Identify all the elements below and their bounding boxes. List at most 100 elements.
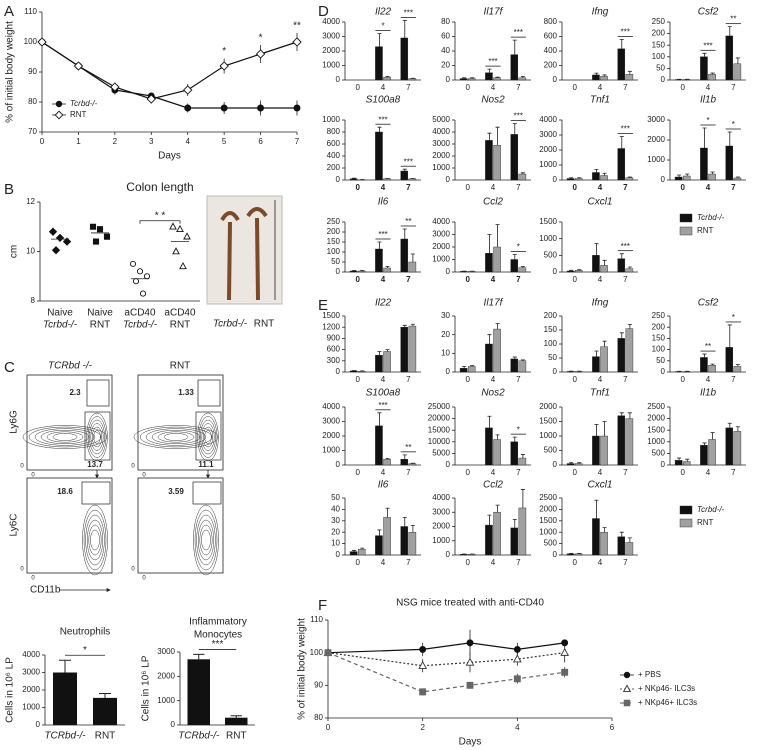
y-tick-label: 200 xyxy=(327,163,341,172)
contour xyxy=(133,425,219,449)
x-tick-label: 7 xyxy=(516,468,521,477)
bar xyxy=(700,147,708,181)
y-tick-label: 3000 xyxy=(432,139,450,148)
panel-title: S100a8 xyxy=(366,388,401,399)
bar xyxy=(510,441,519,466)
error-bar xyxy=(569,177,574,179)
panel-letter: A xyxy=(4,3,14,20)
x-tick-label: 0 xyxy=(572,83,577,92)
y-tick-label: 3000 xyxy=(157,647,175,656)
error-bar xyxy=(495,126,500,146)
x-tick-label: 7 xyxy=(623,275,628,284)
x-tick-label: 0 xyxy=(465,375,470,384)
bar xyxy=(725,145,734,181)
x-tick-label: 4 xyxy=(491,183,496,192)
contour xyxy=(85,514,105,566)
bar xyxy=(617,258,626,273)
x-tick-label: 7 xyxy=(731,83,736,92)
marker xyxy=(183,85,193,95)
y-tick-label: 110 xyxy=(24,7,37,16)
panel-title: Il1b xyxy=(700,95,717,106)
significance: *** xyxy=(621,125,630,134)
y-tick-label: 90 xyxy=(28,67,37,76)
error-bar xyxy=(410,323,415,327)
bar xyxy=(225,717,248,725)
error-bar xyxy=(702,353,707,358)
y-tick-label: 500 xyxy=(652,449,666,458)
y-tick-label: 0 xyxy=(446,460,451,469)
bar xyxy=(383,459,391,466)
y-tick-label: 80 xyxy=(28,97,37,106)
error-bar xyxy=(495,224,500,247)
bar xyxy=(383,517,391,556)
panel-title: Tnf1 xyxy=(590,388,610,399)
panel-title: Tnf1 xyxy=(590,95,610,106)
column-header: TCRbd -/- xyxy=(48,361,93,372)
error-bar xyxy=(352,550,357,552)
significance: *** xyxy=(514,28,523,37)
x-tick-label: 7 xyxy=(295,137,300,146)
y-tick-label: 12 xyxy=(26,197,35,206)
y-tick-label: 50 xyxy=(656,356,665,365)
y-tick-label: 40 xyxy=(331,505,340,514)
bar xyxy=(485,253,493,273)
y-tick-label: 250 xyxy=(327,217,341,226)
bar xyxy=(187,659,210,725)
contour xyxy=(91,426,103,448)
y-tick-label: 0 xyxy=(661,460,666,469)
y-tick-label: 10 xyxy=(441,348,450,357)
legend-label: + NKp46+ ILC3s xyxy=(638,698,697,707)
marker xyxy=(419,645,427,653)
y-tick-label: 1200 xyxy=(322,322,340,331)
x-tick-label: 0 xyxy=(465,83,470,92)
error-bar xyxy=(702,52,707,57)
x-tick-label: 4 xyxy=(185,137,190,146)
error-bar xyxy=(520,359,525,361)
error-bar xyxy=(602,421,607,436)
y-tick-label: 900 xyxy=(327,334,341,343)
chart-title: Colon length xyxy=(126,180,193,194)
error-bar xyxy=(520,454,525,459)
error-bar xyxy=(710,171,715,174)
significance: *** xyxy=(212,639,224,650)
bar xyxy=(674,176,683,181)
gate xyxy=(197,379,221,407)
marker xyxy=(172,247,180,255)
y-tick-label: 50 xyxy=(331,493,340,502)
error-bar xyxy=(602,259,607,266)
bar xyxy=(459,78,468,81)
error-bar xyxy=(512,254,517,260)
bar xyxy=(349,178,358,181)
error-bar xyxy=(577,462,582,464)
significance: * xyxy=(222,46,226,57)
significance: ** xyxy=(705,342,711,351)
bar xyxy=(510,358,519,373)
y-tick-label: 4000 xyxy=(432,127,450,136)
error-bar xyxy=(512,123,517,135)
bar xyxy=(493,77,501,81)
error-bar xyxy=(702,127,707,148)
marker xyxy=(146,94,156,104)
panel-title: Il6 xyxy=(378,480,389,491)
error-bar xyxy=(520,172,525,174)
panel-title: Il22 xyxy=(375,298,392,309)
bar xyxy=(733,63,742,81)
marker xyxy=(89,223,97,230)
legend-label: Tcrbd-/- xyxy=(697,505,725,514)
y-tick-label: 3000 xyxy=(22,668,40,677)
error-bar xyxy=(627,70,632,75)
gate xyxy=(195,411,222,461)
significance: *** xyxy=(621,242,630,251)
y-tick-label: 100 xyxy=(24,37,38,46)
y-tick-label: 200 xyxy=(652,29,666,38)
marker xyxy=(73,61,84,71)
y-tick-label: 300 xyxy=(327,356,341,365)
marker xyxy=(51,246,61,255)
y-tick-label: 600 xyxy=(327,345,341,354)
marker xyxy=(179,262,187,270)
panel-letter: F xyxy=(318,597,327,614)
y-axis-label: Ly6C xyxy=(9,514,20,537)
error-bar xyxy=(577,269,582,271)
bar xyxy=(700,445,708,466)
error-bar xyxy=(627,266,632,269)
